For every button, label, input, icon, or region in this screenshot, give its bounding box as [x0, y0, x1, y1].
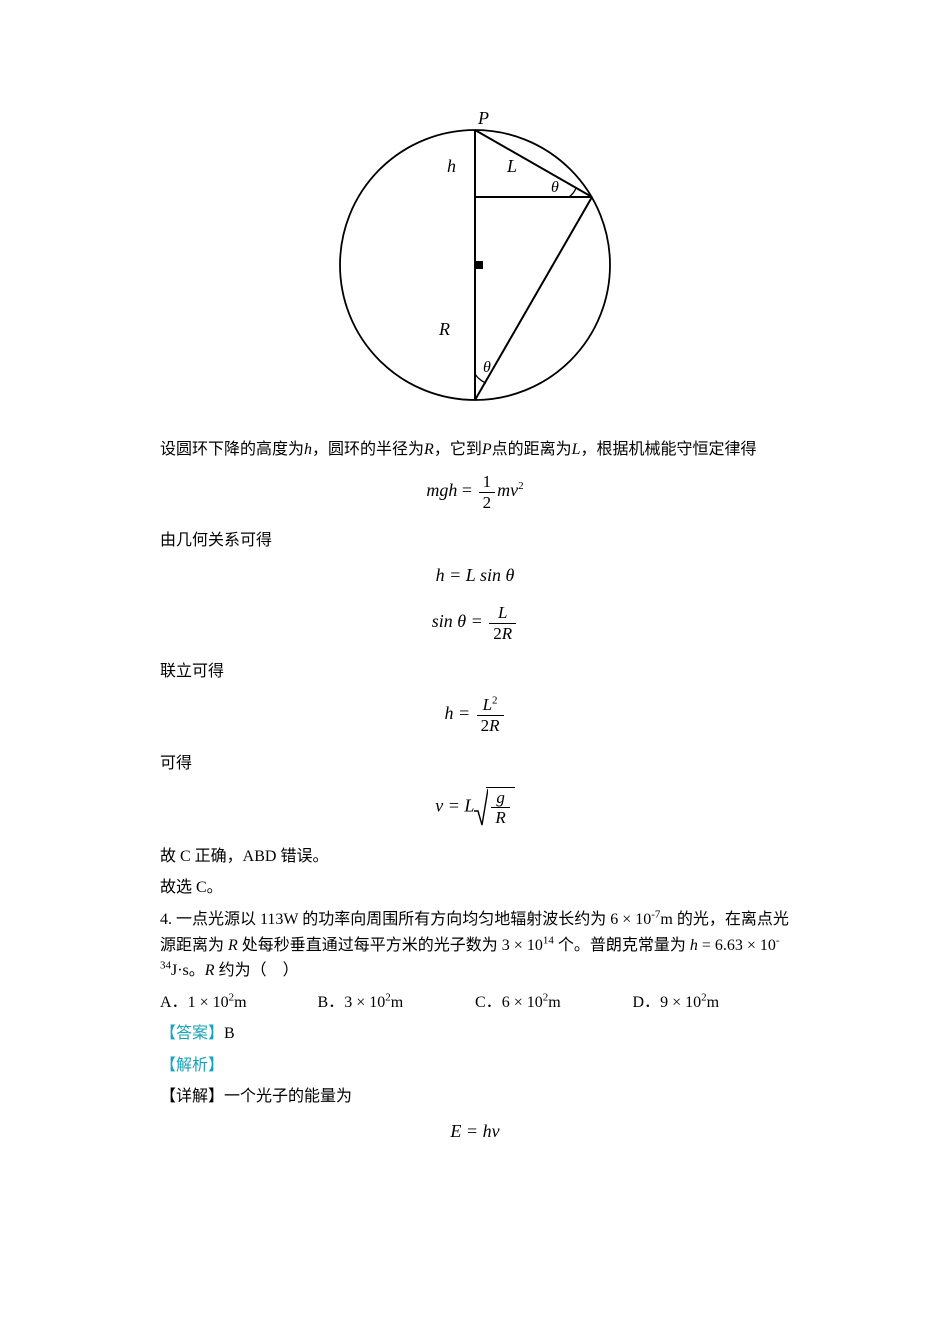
eq3-lhs: sin θ = — [432, 611, 488, 631]
optD-val: 9 × 10 — [660, 994, 701, 1011]
text-setup-2: ，圆环的半径为 — [312, 441, 424, 458]
optD-unit: m — [707, 994, 719, 1011]
eq3-den: 2R — [489, 624, 516, 644]
optC-unit: m — [548, 994, 560, 1011]
q4-exp2: 14 — [543, 934, 554, 946]
para-c-correct: 故 C 正确，ABD 错误。 — [160, 844, 790, 870]
label-h: h — [447, 156, 456, 176]
options-row: A．1 × 102m B．3 × 102m C．6 × 102m D．9 × 1… — [160, 990, 790, 1016]
label-L: L — [506, 156, 517, 176]
page-root: P h L θ R θ 设圆环下降的高度为h，圆环的半径为R，它到P点的距离为L… — [0, 0, 950, 1344]
eq1-frac-num: 1 — [479, 472, 496, 493]
optA-letter: A． — [160, 994, 188, 1011]
eq1-frac: 12 — [479, 472, 496, 512]
label-P: P — [477, 110, 489, 128]
eq4-den: 2R — [477, 716, 504, 736]
optA-unit: m — [234, 994, 246, 1011]
eq1-frac-den: 2 — [479, 493, 496, 513]
eq5-sqrt: gR — [474, 787, 514, 828]
eq4-lhs: h = — [444, 703, 474, 723]
para-kede: 可得 — [160, 751, 790, 777]
optC-val: 6 × 10 — [502, 994, 543, 1011]
question-4: 4. 一点光源以 113W 的功率向周围所有方向均匀地辐射波长约为 6 × 10… — [160, 907, 790, 984]
q4-t7: 约为（ ） — [215, 962, 299, 979]
para-lianli: 联立可得 — [160, 659, 790, 685]
equation-v: v = L gR — [160, 787, 790, 828]
optB-unit: m — [391, 994, 403, 1011]
text-setup-4: 点的距离为 — [492, 441, 572, 458]
label-R: R — [438, 319, 450, 339]
figure-container: P h L θ R θ — [160, 110, 790, 419]
eq4-frac: L22R — [477, 695, 504, 735]
eq5-pre: v = L — [435, 795, 474, 815]
circle-diagram: P h L θ R θ — [335, 110, 615, 410]
q4-t3: 处每秒垂直通过每平方米的光子数为 3 × 10 — [238, 937, 543, 954]
option-a[interactable]: A．1 × 102m — [160, 990, 318, 1016]
analysis-bracket-r: 】 — [208, 1057, 224, 1074]
equation-sintheta: sin θ = L2R — [160, 603, 790, 643]
detail-text: 一个光子的能量为 — [224, 1088, 352, 1105]
eqE: E = hv — [450, 1121, 499, 1141]
answer-line: 【答案】B — [160, 1021, 790, 1047]
eq2: h = L sin θ — [436, 565, 515, 585]
eq5-den: R — [491, 808, 509, 828]
eq1-sq: 2 — [518, 480, 524, 492]
analysis-bracket-l: 【 — [160, 1057, 176, 1074]
option-b[interactable]: B．3 × 102m — [318, 990, 476, 1016]
optC-letter: C． — [475, 994, 502, 1011]
equation-h-L2-2R: h = L22R — [160, 695, 790, 735]
answer-bracket-r: 】 — [208, 1025, 224, 1042]
q4-t1: 一点光源以 113W 的功率向周围所有方向均匀地辐射波长约为 6 × 10 — [176, 911, 651, 928]
var-P: P — [482, 441, 492, 458]
optA-val: 1 × 10 — [188, 994, 229, 1011]
para-geom: 由几何关系可得 — [160, 528, 790, 554]
var-L: L — [572, 441, 581, 458]
option-d[interactable]: D．9 × 102m — [633, 990, 791, 1016]
equation-E-hv: E = hv — [160, 1120, 790, 1143]
eq3-num: L — [489, 603, 516, 624]
eq5-num: g — [491, 788, 509, 809]
eq3-frac: L2R — [489, 603, 516, 643]
text-setup-3: ，它到 — [434, 441, 482, 458]
detail-label: 【详解】 — [160, 1088, 224, 1105]
eq1-lhs: mgh — [426, 480, 457, 500]
answer-value: B — [224, 1025, 235, 1042]
var-h: h — [304, 441, 312, 458]
q4-t4: 个。普朗克常量为 — [554, 937, 690, 954]
option-c[interactable]: C．6 × 102m — [475, 990, 633, 1016]
equation-h-lsin: h = L sin θ — [160, 564, 790, 587]
text-setup-5: ，根据机械能守恒定律得 — [581, 441, 757, 458]
q4-t6: J·s。 — [171, 962, 205, 979]
var-R: R — [424, 441, 434, 458]
q4-R2: R — [205, 962, 215, 979]
q4-R: R — [228, 937, 238, 954]
q4-num: 4. — [160, 911, 176, 928]
eq1-rhs: mv — [497, 480, 518, 500]
q4-t5: = 6.63 × 10 — [698, 937, 776, 954]
optB-val: 3 × 10 — [344, 994, 385, 1011]
answer-bracket-l: 【 — [160, 1025, 176, 1042]
equation-energy: mgh = 12mv2 — [160, 472, 790, 512]
label-theta-top: θ — [551, 179, 559, 196]
para-choose-c: 故选 C。 — [160, 875, 790, 901]
q4-h: h — [690, 937, 698, 954]
optB-letter: B． — [318, 994, 345, 1011]
text-setup-1: 设圆环下降的高度为 — [160, 441, 304, 458]
detail-line: 【详解】一个光子的能量为 — [160, 1084, 790, 1110]
eq4-num: L2 — [477, 695, 504, 716]
eq1-eq: = — [457, 480, 476, 500]
answer-label: 答案 — [176, 1025, 208, 1042]
analysis-line: 【解析】 — [160, 1053, 790, 1079]
label-theta-bottom: θ — [483, 359, 491, 376]
optD-letter: D． — [633, 994, 661, 1011]
para-setup: 设圆环下降的高度为h，圆环的半径为R，它到P点的距离为L，根据机械能守恒定律得 — [160, 437, 790, 463]
analysis-label: 解析 — [176, 1057, 208, 1074]
